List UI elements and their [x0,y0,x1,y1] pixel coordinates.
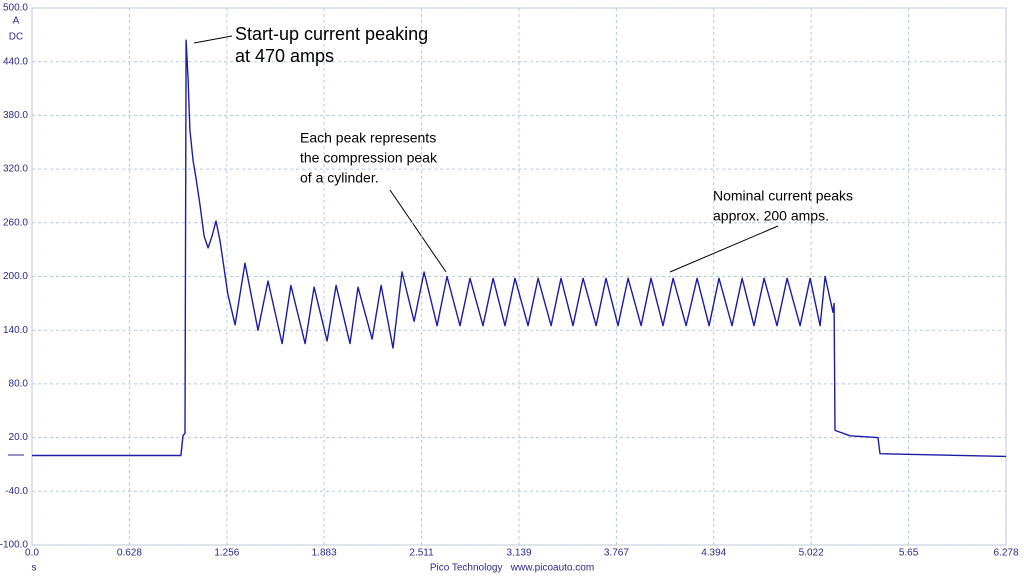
x-tick-label: 3.139 [506,548,531,559]
x-tick-label: 5.022 [799,548,824,559]
x-tick-label: 6.278 [993,548,1018,559]
leader-line [669,225,779,273]
annotation: Start-up current peaking [235,24,428,44]
y-tick-label: 140.0 [3,325,28,336]
y-tick-label: 320.0 [3,164,28,175]
x-tick-label: 3.767 [604,548,629,559]
y-unit: DC [9,32,23,43]
y-tick-label: -40.0 [5,486,28,497]
x-tick-label: 1.256 [214,548,239,559]
annotation: Nominal current peaks [713,188,853,204]
y-tick-label: -100.0 [0,540,28,551]
y-tick-label: 200.0 [3,271,28,282]
x-unit: s [32,563,37,574]
x-tick-label: 4.394 [701,548,726,559]
y-tick-label: 20.0 [9,432,29,443]
y-tick-label: 380.0 [3,110,28,121]
annotation: Each peak represents [300,130,436,146]
leader-line [193,35,233,44]
annotation: at 470 amps [235,46,334,66]
y-tick-label: 440.0 [3,56,28,67]
annotation: approx. 200 amps. [713,208,829,224]
x-tick-label: 0.0 [25,548,39,559]
y-unit: A [13,16,20,27]
y-tick-label: 260.0 [3,217,28,228]
leader-line [389,189,447,273]
data-line [32,39,1007,458]
y-tick-label: 80.0 [9,379,29,390]
annotation: the compression peak [300,150,438,166]
x-tick-label: 0.628 [117,548,142,559]
y-tick-label: 500.0 [3,3,28,14]
annotation: of a cylinder. [300,170,379,186]
footer: Pico Technology www.picoauto.com [430,563,594,574]
x-tick-label: 2.511 [409,548,434,559]
x-tick-label: 5.65 [899,548,919,559]
x-tick-label: 1.883 [312,548,337,559]
